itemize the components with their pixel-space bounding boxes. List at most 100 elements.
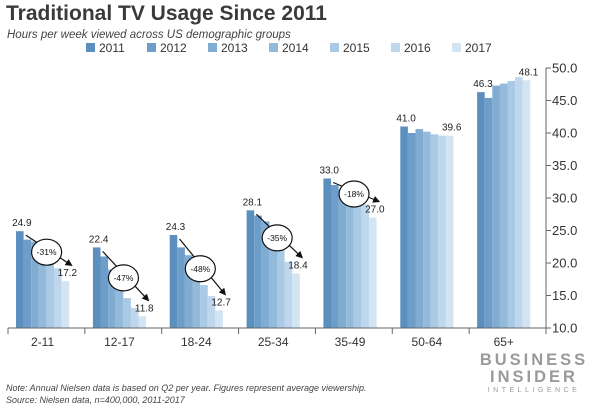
x-tick-label-35-49: 35-49 — [335, 335, 366, 349]
data-label-end-35-49: 27.0 — [365, 205, 385, 216]
bar-65+-2013 — [492, 85, 500, 328]
bar-65+-2017 — [522, 80, 531, 328]
bar-35-49-2015 — [353, 200, 362, 328]
footnote: Note: Annual Nielsen data is based on Q2… — [6, 383, 367, 393]
y-tick-label-50.0: 50.0 — [552, 61, 577, 76]
x-tick-label-50-64: 50-64 — [412, 335, 443, 349]
y-tick-label-10.0: 10.0 — [552, 321, 577, 336]
bar-18-24-2017 — [215, 310, 223, 328]
bar-35-49-2013 — [338, 189, 347, 328]
legend-label-2013: 2013 — [221, 41, 248, 55]
bar-50-64-2014 — [423, 131, 431, 328]
y-tick-label-45.0: 45.0 — [552, 93, 577, 108]
bar-25-34-2017 — [292, 273, 300, 328]
bar-35-49-2017 — [369, 217, 377, 328]
bar-2-11-2016 — [54, 268, 62, 328]
bar-35-49-2011 — [323, 178, 331, 328]
y-tick-label-40.0: 40.0 — [552, 126, 577, 141]
data-label-start-18-24: 24.3 — [166, 222, 186, 233]
bar-25-34-2016 — [284, 261, 293, 328]
data-label-end-18-24: 12.7 — [211, 297, 231, 308]
bar-65+-2015 — [507, 81, 516, 328]
bar-65+-2012 — [484, 97, 493, 329]
bar-12-17-2017 — [138, 316, 147, 328]
data-label-start-25-34: 28.1 — [243, 197, 263, 208]
source-note: Source: Nielsen data, n=400,000, 2011-20… — [6, 395, 185, 405]
bar-25-34-2014 — [269, 235, 277, 328]
legend-swatch-2017 — [452, 43, 461, 52]
brand-logo-line2: INSIDER — [490, 368, 578, 386]
bar-25-34-2011 — [246, 210, 255, 328]
legend-swatch-2013 — [208, 43, 217, 52]
bar-2-11-2012 — [23, 239, 32, 328]
bar-18-24-2015 — [200, 285, 208, 328]
bar-18-24-2016 — [207, 296, 216, 328]
data-label-end-65+: 48.1 — [519, 67, 539, 78]
bar-25-34-2013 — [261, 221, 270, 328]
chart-title: Traditional TV Usage Since 2011 — [6, 2, 327, 25]
x-tick-label-25-34: 25-34 — [258, 335, 289, 349]
change-circle-12-17 — [107, 264, 140, 292]
bar-12-17-2016 — [130, 307, 139, 328]
change-label-18-24: -48% — [190, 264, 210, 274]
bar-12-17-2015 — [123, 298, 131, 328]
change-circle-35-49 — [338, 180, 370, 208]
bar-25-34-2015 — [277, 250, 285, 328]
bar-2-11-2015 — [46, 261, 54, 328]
bar-50-64-2016 — [438, 135, 446, 328]
legend-label-2012: 2012 — [160, 41, 187, 55]
data-label-start-2-11: 24.9 — [12, 218, 32, 229]
bar-18-24-2012 — [177, 247, 185, 328]
y-tick-label-35.0: 35.0 — [552, 158, 577, 173]
bar-65+-2014 — [499, 83, 508, 328]
change-circle-25-34 — [261, 224, 293, 252]
x-tick-label-18-24: 18-24 — [181, 335, 212, 349]
bar-35-49-2014 — [346, 197, 354, 328]
legend-label-2015: 2015 — [343, 41, 370, 55]
bar-35-49-2016 — [361, 204, 369, 328]
y-tick-label-20.0: 20.0 — [552, 256, 577, 271]
bar-12-17-2011 — [92, 247, 101, 328]
bar-50-64-2015 — [430, 134, 439, 328]
bar-18-24-2014 — [192, 270, 201, 328]
brand-logo-line3: INTELLIGENCE — [487, 387, 581, 394]
bar-2-11-2014 — [38, 250, 47, 328]
y-tick-label-15.0: 15.0 — [552, 288, 577, 303]
bar-2-11-2013 — [31, 241, 39, 328]
data-label-end-2-11: 17.2 — [58, 268, 78, 279]
legend-label-2014: 2014 — [282, 41, 309, 55]
change-circle-2-11 — [30, 238, 63, 266]
bar-50-64-2013 — [415, 129, 424, 328]
legend-swatch-2015 — [330, 43, 339, 52]
bar-18-24-2013 — [184, 255, 193, 328]
legend-swatch-2016 — [391, 43, 400, 52]
x-tick-label-2-11: 2-11 — [31, 335, 54, 349]
x-tick-label-12-17: 12-17 — [104, 335, 135, 349]
brand-logo-line1: BUSINESS — [479, 351, 589, 369]
legend-swatch-2012 — [147, 43, 156, 52]
x-tick-label-65+: 65+ — [494, 335, 514, 349]
data-label-end-12-17: 11.8 — [135, 303, 154, 314]
change-circle-18-24 — [184, 255, 216, 283]
brand-logo: BUSINESS INSIDER INTELLIGENCE — [474, 352, 594, 396]
bar-25-34-2012 — [254, 215, 262, 328]
change-label-35-49: -18% — [344, 189, 364, 199]
bar-12-17-2013 — [108, 269, 116, 328]
data-label-end-25-34: 18.4 — [288, 260, 308, 271]
data-label-end-50-64: 39.6 — [442, 123, 462, 134]
bar-2-11-2017 — [61, 281, 70, 328]
legend-swatch-2014 — [269, 43, 278, 52]
chart-subtitle: Hours per week viewed across US demograp… — [7, 29, 291, 41]
bar-65+-2016 — [515, 77, 523, 328]
legend-label-2017: 2017 — [465, 41, 492, 55]
bar-35-49-2012 — [331, 185, 339, 328]
y-tick-label-25.0: 25.0 — [552, 223, 577, 238]
data-label-start-35-49: 33.0 — [319, 166, 339, 177]
bar-18-24-2011 — [169, 235, 178, 328]
change-label-12-17: -47% — [114, 273, 134, 283]
y-tick-label-30.0: 30.0 — [552, 191, 577, 206]
bar-2-11-2011 — [16, 231, 24, 328]
data-label-start-65+: 46.3 — [473, 79, 493, 90]
change-label-25-34: -35% — [267, 233, 287, 243]
